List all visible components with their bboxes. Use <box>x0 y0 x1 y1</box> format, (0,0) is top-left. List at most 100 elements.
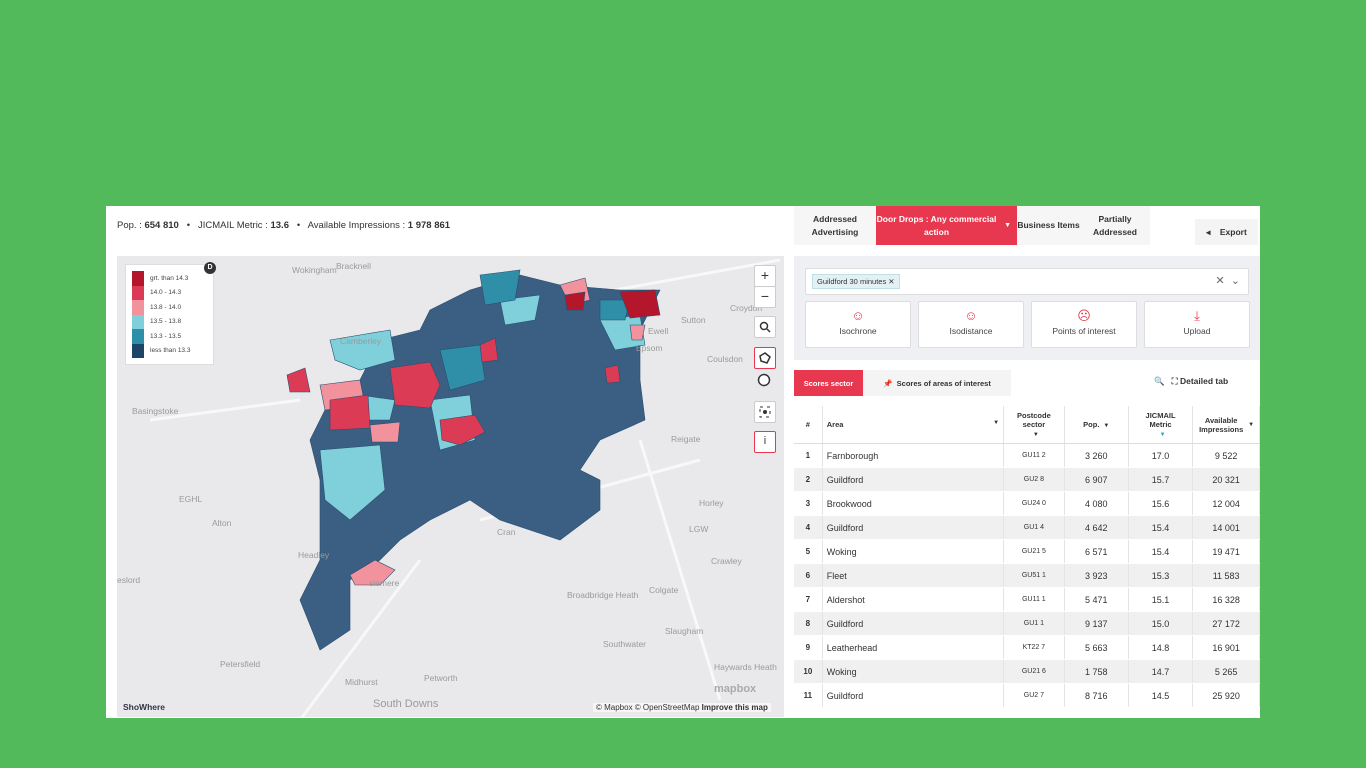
clear-and-expand[interactable]: ✕ ⌄ <box>1215 275 1240 287</box>
label: JICMAIL Metric : <box>197 220 268 231</box>
table-cell: 3 <box>794 491 823 516</box>
tool-label: Isodistance <box>949 326 993 336</box>
tool-label: Points of interest <box>1052 326 1116 336</box>
table-cell: GU1 1 <box>1003 611 1065 636</box>
table-cell: Leatherhead <box>822 635 1005 660</box>
table-cell: Guildford <box>822 467 1005 492</box>
detailed-tab[interactable]: 🔍 ⛶ Detailed tab <box>1154 376 1229 386</box>
table-cell: 4 <box>794 515 823 540</box>
draw-circle[interactable] <box>754 370 774 390</box>
sort-caret: ▼ <box>1159 432 1166 438</box>
tool-button[interactable]: ☹ Points of interest <box>1031 301 1137 348</box>
table-cell: 14 001 <box>1192 515 1260 540</box>
column-header[interactable]: Available Impressions ▼ <box>1192 406 1260 444</box>
column-header[interactable]: Area ▼ <box>822 406 1005 444</box>
score-tab-label: Scores of areas of interest <box>896 378 991 388</box>
table-cell: 6 571 <box>1064 539 1129 564</box>
map-label: Horley <box>699 498 724 508</box>
table-cell: 5 <box>794 539 823 564</box>
table-cell: 9 <box>794 635 823 660</box>
stats-bar: Pop. : 654 810 • JICMAIL Metric : 13.6 •… <box>117 220 451 231</box>
score-tab-active[interactable]: Scores sector <box>794 370 863 396</box>
table-cell: 8 <box>794 611 823 636</box>
search-chip[interactable]: Guildford 30 minutes ✕ <box>812 274 900 289</box>
tab[interactable]: Door Drops : Any commercial action ▼ <box>876 206 1017 245</box>
map-label: Camberley <box>340 336 382 346</box>
table-cell: 16 901 <box>1192 635 1260 660</box>
map-label: LGW <box>689 524 709 534</box>
map-label: Crawley <box>711 556 742 566</box>
map-label: Croydon <box>730 303 763 313</box>
table-cell: 5 265 <box>1192 659 1260 684</box>
table-cell: 2 <box>794 467 823 492</box>
legend-label: 13.8 - 14.0 <box>150 303 182 311</box>
legend-item: 13.5 - 13.8 <box>132 314 207 329</box>
label: Pop. : <box>117 220 142 231</box>
legend-swatch <box>132 329 144 344</box>
map-label: Haywards Heath <box>714 662 777 672</box>
value: 1 978 861 <box>407 220 451 231</box>
table-cell: GU2 7 <box>1003 683 1065 708</box>
tab[interactable]: Addressed Advertising <box>794 206 876 245</box>
table-cell: 8 716 <box>1064 683 1129 708</box>
detailed-label: Detailed tab <box>1179 376 1229 386</box>
map-label: Broadbridge Heath <box>567 590 639 600</box>
score-tab[interactable]: 📌 Scores of areas of interest <box>863 370 1011 396</box>
map[interactable]: D grt. than 14.3 14.0 - 14.3 13.8 - 14.0 13… <box>117 256 784 717</box>
attribution: © Mapbox © OpenStreetMap Improve this ma… <box>593 703 771 712</box>
column-header[interactable]: Pop. ▼ <box>1064 406 1129 444</box>
tab[interactable]: Partially Addressed <box>1080 206 1150 245</box>
focus[interactable] <box>754 401 776 423</box>
region <box>286 337 621 446</box>
column-label: Available Impressions <box>1199 415 1244 434</box>
column-label: # <box>805 420 810 430</box>
table-cell: GU21 6 <box>1003 659 1065 684</box>
table-cell: 14.8 <box>1128 635 1194 660</box>
legend-swatch <box>132 314 144 329</box>
column-header[interactable]: JICMAIL Metric ▼ <box>1128 406 1194 444</box>
tool-button[interactable]: ☺ Isochrone <box>805 301 911 348</box>
search-box[interactable]: Guildford 30 minutes ✕ ✕ ⌄ <box>805 268 1249 295</box>
table-cell: Aldershot <box>822 587 1005 612</box>
table-cell: 1 <box>794 443 823 468</box>
column-header[interactable]: # <box>794 406 823 444</box>
table-cell: GU21 5 <box>1003 539 1065 564</box>
side-panel: Addressed Advertising Door Drops : Any co… <box>794 206 1260 718</box>
map-search[interactable] <box>754 316 776 338</box>
zoom-in[interactable]: + <box>754 265 776 287</box>
improve-link[interactable]: Improve this map <box>701 703 768 712</box>
table-cell: 10 <box>794 659 823 684</box>
column-label: Pop. <box>1083 420 1100 430</box>
map-label: Reigate <box>671 434 701 444</box>
column-header[interactable]: Postcode sector ▼ <box>1003 406 1065 444</box>
draw-polygon[interactable] <box>754 347 776 369</box>
table-cell: Guildford <box>822 515 1005 540</box>
export-button[interactable]: ◂ Export <box>1195 219 1258 245</box>
map-label: Midhurst <box>345 677 378 687</box>
value: 654 810 <box>144 220 179 231</box>
tab[interactable]: Business Items <box>1017 206 1080 245</box>
legend-swatch <box>132 285 144 300</box>
legend-label: 13.3 - 13.5 <box>150 332 182 340</box>
zoom-out[interactable]: − <box>754 286 776 308</box>
info[interactable]: i <box>754 431 776 453</box>
legend-item: 14.0 - 14.3 <box>132 285 207 300</box>
table-cell: 15.1 <box>1128 587 1194 612</box>
export-label: Export <box>1219 227 1247 237</box>
table-cell: GU2 8 <box>1003 467 1065 492</box>
tool-button[interactable]: ☺ Isodistance <box>918 301 1024 348</box>
tool-button[interactable]: ⤓ Upload <box>1144 301 1250 348</box>
map-canvas <box>149 258 781 717</box>
